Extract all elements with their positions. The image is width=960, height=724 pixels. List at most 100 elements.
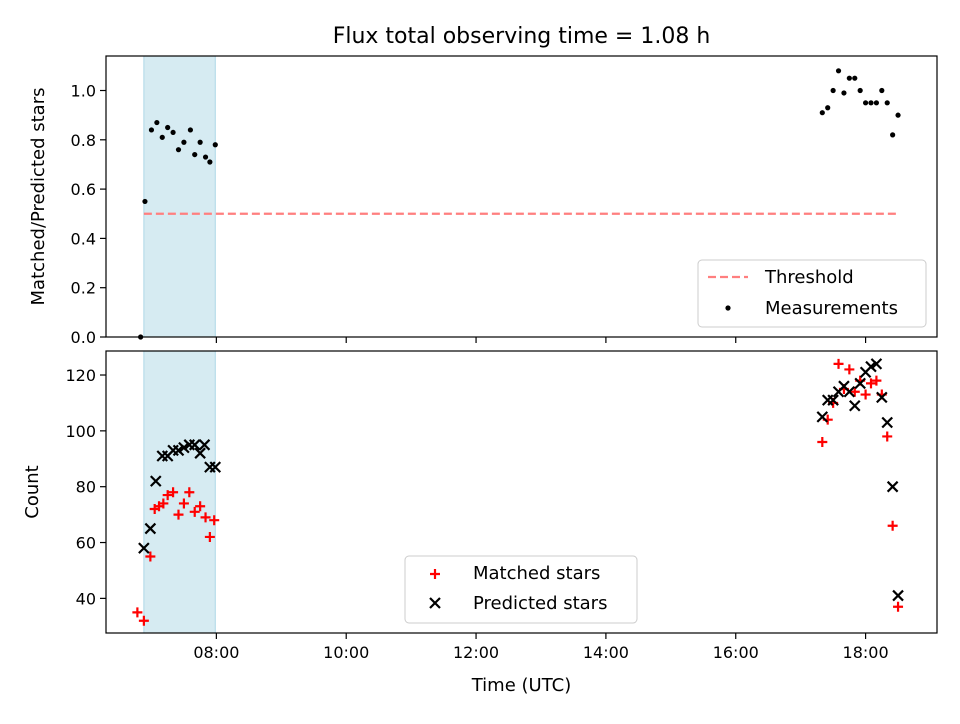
y-tick-label: 0.2 (71, 279, 96, 298)
measurement-point (868, 100, 874, 106)
predicted-star-point (892, 589, 904, 602)
legend-box (404, 555, 638, 624)
measurement-point (879, 87, 885, 94)
matched-star-point (893, 601, 904, 612)
measurement-point (165, 124, 171, 131)
matched-star-point (158, 498, 169, 509)
y-tick-label: 120 (65, 366, 96, 385)
matched-star-point (844, 364, 855, 375)
matched-star-point (184, 487, 195, 498)
predicted-star-point (876, 391, 888, 404)
measurement-point (159, 134, 165, 140)
matched-star-point (871, 375, 882, 386)
predicted-star-point (198, 439, 211, 451)
matched-star-point (817, 437, 828, 448)
matched-star-point (178, 498, 189, 509)
x-tick-label: 16:00 (713, 643, 759, 662)
measurement-point (142, 198, 148, 205)
measurement-point (154, 119, 160, 126)
matched-star-point (189, 506, 200, 517)
predicted-star-point (209, 461, 222, 473)
matched-star-point (200, 512, 211, 523)
predicted-star-point (870, 358, 883, 370)
measurement-point (890, 132, 896, 138)
matched-star-point (204, 531, 215, 542)
top-panel: 0.0 0.2 0.4 0.6 0.8 1.0 Matched/Predicted star… (28, 55, 938, 347)
measurement-point (862, 100, 869, 106)
measurement-point (841, 90, 847, 96)
y-axis-label: Count (22, 465, 43, 518)
predicted-star-point (138, 542, 150, 554)
measurement-point (873, 100, 880, 106)
measurement-point (202, 154, 209, 160)
measurement-point (819, 110, 825, 116)
y-tick-label: 80 (76, 478, 96, 497)
measurement-point (170, 129, 176, 136)
measurement-point (207, 159, 213, 165)
axes-frame (105, 55, 938, 338)
bottom-panel: 08:00 10:00 12:00 14:00 16:00 18:00 40 60 80 100 1… (22, 350, 938, 662)
predicted-star-point (854, 377, 866, 390)
predicted-star-point (144, 522, 157, 535)
predicted-star-point (843, 385, 856, 398)
matched-star-point (138, 615, 149, 626)
x-axis-label: Time (UTC) (471, 675, 572, 696)
predicted-star-point (848, 399, 861, 412)
matched-star-point (882, 431, 893, 442)
matched-star-point (860, 389, 871, 400)
measurement-point (835, 68, 842, 74)
legend-threshold-label: Threshold (764, 267, 854, 288)
y-tick-label: 0.6 (71, 180, 96, 199)
measurement-point (197, 139, 203, 145)
matched-star-point (168, 487, 179, 498)
x-tick-label: 14:00 (583, 643, 629, 662)
matched-star-point (162, 490, 173, 501)
measurement-point (825, 105, 831, 111)
predicted-star-point (827, 394, 839, 406)
x-tick-label: 18:00 (843, 643, 889, 662)
axes-frame (105, 350, 938, 634)
legend-measurement-swatch (725, 305, 731, 311)
x-tick-label: 08:00 (193, 643, 239, 662)
legend-matched-label: Matched stars (473, 563, 600, 584)
matched-star-point (209, 515, 220, 526)
y-axis-label: Matched/Predicted stars (28, 88, 49, 306)
measurement-point (148, 127, 155, 133)
y-tick-label: 0.8 (71, 131, 96, 150)
legend-box (697, 259, 927, 328)
legend-matched-swatch (430, 569, 440, 579)
observing-window-shade (143, 350, 216, 634)
legend-predicted-label: Predicted stars (473, 593, 607, 614)
measurement-point (830, 87, 836, 94)
matched-star-point (833, 358, 844, 369)
measurement-point (181, 139, 187, 145)
measurement-point (857, 87, 863, 94)
legend: Threshold Measurements (697, 259, 927, 328)
predicted-star-point (886, 480, 899, 493)
y-tick-label: 40 (76, 589, 96, 608)
matched-star-point (195, 501, 206, 512)
predicted-star-point (188, 439, 201, 451)
measurement-point (175, 147, 182, 153)
matched-star-point (865, 378, 876, 389)
observing-window-shade (143, 55, 216, 338)
measurement-point (852, 75, 858, 81)
y-tick-label: 60 (76, 534, 96, 553)
legend: Matched stars Predicted stars (404, 555, 638, 624)
y-tick-label: 0.0 (71, 328, 96, 347)
y-tick-label: 100 (65, 422, 96, 441)
legend-predicted-swatch (429, 597, 441, 609)
y-tick-label: 1.0 (71, 82, 96, 101)
measurement-point (884, 100, 890, 106)
measurement-point (895, 112, 901, 118)
legend-measurement-label: Measurements (765, 298, 898, 319)
measurement-point (187, 127, 193, 133)
predicted-star-point (816, 411, 829, 423)
matched-star-point (145, 551, 156, 562)
predicted-star-point (821, 394, 834, 406)
matched-star-point (173, 509, 184, 520)
predicted-star-point (149, 475, 162, 487)
measurement-point (212, 142, 218, 148)
